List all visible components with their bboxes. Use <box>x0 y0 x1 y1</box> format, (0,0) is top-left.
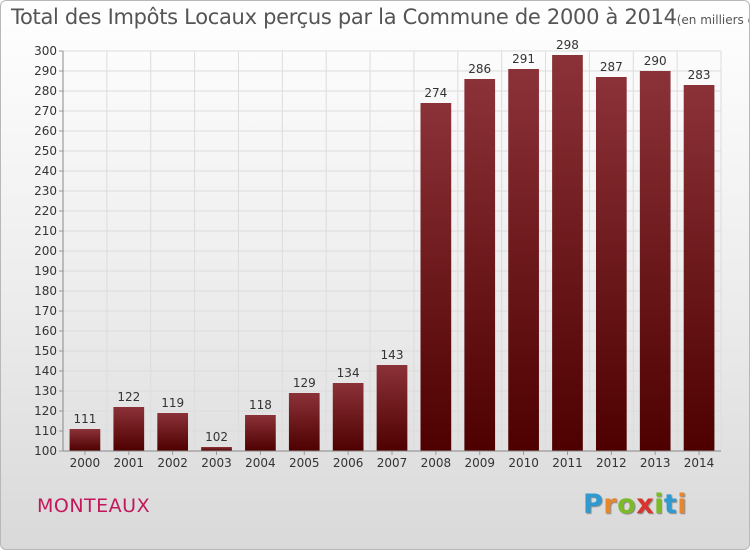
bar-value-label: 298 <box>556 38 579 52</box>
y-tick-label: 140 <box>34 364 57 378</box>
y-tick-label: 240 <box>34 164 57 178</box>
bar <box>595 77 627 451</box>
y-tick-label: 170 <box>34 304 57 318</box>
y-tick-label: 190 <box>34 264 57 278</box>
chart-title-block: Total des Impôts Locaux perçus par la Co… <box>11 5 749 29</box>
bar-value-label: 118 <box>249 398 272 412</box>
bar <box>376 365 408 451</box>
bar-value-label: 102 <box>205 430 228 444</box>
y-tick-label: 290 <box>34 64 57 78</box>
y-tick-label: 160 <box>34 324 57 338</box>
bar <box>639 71 671 451</box>
x-tick-label: 2003 <box>201 456 232 470</box>
x-tick-label: 2004 <box>245 456 276 470</box>
y-tick-label: 220 <box>34 204 57 218</box>
bar <box>288 393 320 451</box>
bar-value-label: 274 <box>424 86 447 100</box>
x-tick-label: 2010 <box>508 456 539 470</box>
x-tick-label: 2012 <box>596 456 627 470</box>
bar-value-label: 287 <box>600 60 623 74</box>
y-tick-label: 100 <box>34 444 57 458</box>
bar <box>683 85 715 451</box>
logo-letter: t <box>663 489 678 520</box>
y-tick-label: 150 <box>34 344 57 358</box>
bar-value-label: 119 <box>161 396 184 410</box>
logo-letter: x <box>636 489 655 520</box>
bar <box>69 429 101 451</box>
logo-letter: r <box>603 489 618 520</box>
x-tick-label: 2002 <box>157 456 188 470</box>
y-tick-label: 200 <box>34 244 57 258</box>
y-tick-label: 280 <box>34 84 57 98</box>
bar-value-label: 290 <box>644 54 667 68</box>
x-tick-label: 2006 <box>333 456 364 470</box>
bar <box>332 383 364 451</box>
y-tick-label: 110 <box>34 424 57 438</box>
bar-value-label: 283 <box>688 68 711 82</box>
y-tick-label: 270 <box>34 104 57 118</box>
bar-value-label: 134 <box>337 366 360 380</box>
chart-title: Total des Impôts Locaux perçus par la Co… <box>11 5 677 29</box>
bar <box>113 407 145 451</box>
logo-letter: i <box>654 489 664 520</box>
y-tick-label: 260 <box>34 124 57 138</box>
logo-letter: P <box>583 489 604 520</box>
y-tick-label: 210 <box>34 224 57 238</box>
x-tick-label: 2001 <box>114 456 145 470</box>
x-tick-label: 2005 <box>289 456 320 470</box>
chart-unit-label: (en milliers d'€) <box>676 13 749 27</box>
x-tick-label: 2007 <box>377 456 408 470</box>
bar-value-label: 291 <box>512 52 535 66</box>
x-tick-label: 2014 <box>684 456 715 470</box>
y-tick-label: 230 <box>34 184 57 198</box>
y-tick-label: 180 <box>34 284 57 298</box>
proxiti-logo: Proxiti <box>583 489 687 520</box>
logo-letter: o <box>617 489 637 520</box>
bar <box>552 55 583 451</box>
bar <box>508 69 539 451</box>
bar-value-label: 122 <box>117 390 140 404</box>
y-tick-label: 130 <box>34 384 57 398</box>
x-tick-label: 2013 <box>640 456 671 470</box>
x-tick-label: 2011 <box>552 456 583 470</box>
bar <box>464 79 496 451</box>
bar <box>201 447 232 451</box>
bar-value-label: 129 <box>293 376 316 390</box>
y-tick-label: 120 <box>34 404 57 418</box>
x-tick-label: 2008 <box>421 456 452 470</box>
y-tick-label: 300 <box>34 44 57 58</box>
bar <box>245 415 276 451</box>
commune-name: MONTEAUX <box>37 495 151 517</box>
bar <box>420 103 452 451</box>
x-tick-label: 2000 <box>70 456 101 470</box>
y-tick-label: 250 <box>34 144 57 158</box>
bar-value-label: 286 <box>468 62 491 76</box>
bar <box>157 413 189 451</box>
bar-value-label: 143 <box>381 348 404 362</box>
logo-letter: i <box>677 489 688 520</box>
x-tick-label: 2009 <box>464 456 495 470</box>
bar-value-label: 111 <box>73 412 96 426</box>
